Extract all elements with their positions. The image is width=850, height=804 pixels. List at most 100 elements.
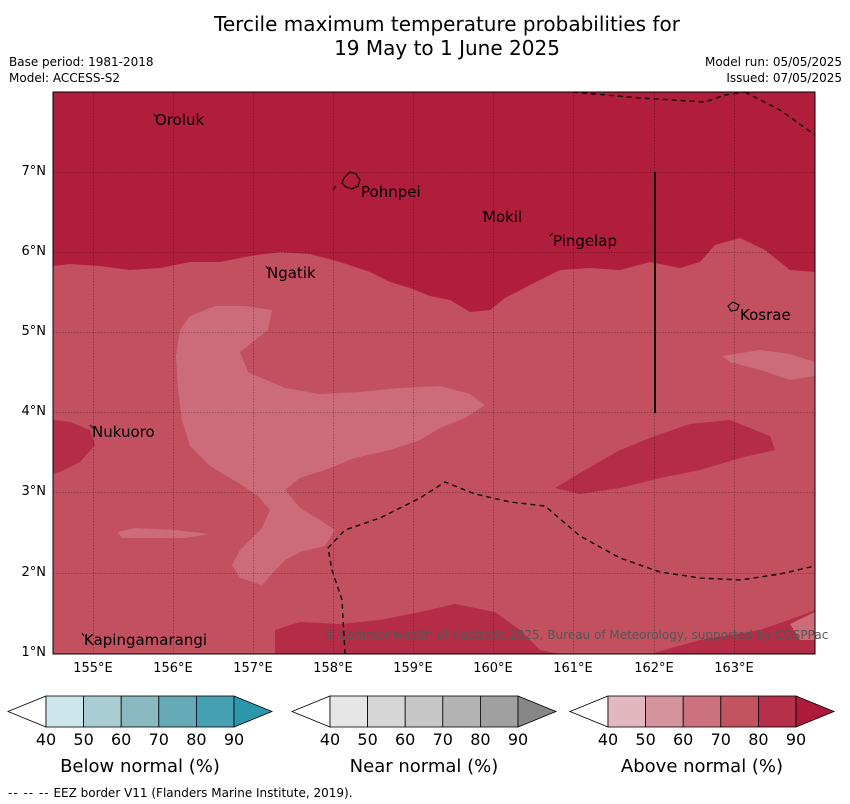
colorbar-near-segment xyxy=(442,695,481,728)
colorbar-above-tick: 70 xyxy=(710,730,731,749)
colorbar-below-segment xyxy=(158,695,197,728)
lat-label-7n: 7°N xyxy=(21,164,47,179)
place-oroluk: Oroluk xyxy=(155,111,205,129)
place-kosrae: Kosrae xyxy=(740,306,791,324)
region-above-80-90-north xyxy=(53,92,815,312)
lat-label-1n: 1°N xyxy=(21,645,47,660)
colorbar-below-segment xyxy=(45,695,84,728)
lat-label-6n: 6°N xyxy=(21,244,47,259)
base-period: Base period: 1981-2018 xyxy=(9,55,154,69)
place-pingelap: Pingelap xyxy=(553,232,618,250)
kapingamarangi-atoll xyxy=(81,632,85,637)
colorbar-above-segment xyxy=(607,695,646,728)
region-above-80-90-south xyxy=(275,604,560,654)
islands xyxy=(81,113,740,637)
region-above-80-90-west xyxy=(53,420,95,474)
lon-label-159e: 159°E xyxy=(393,661,433,676)
region-above-60-70-center xyxy=(176,306,485,585)
chart-title: Tercile maximum temperature probabilitie… xyxy=(0,12,850,60)
colorbar-below-max-triangle xyxy=(233,695,274,728)
colorbar-title-above: Above normal (%) xyxy=(620,756,784,777)
colorbar-above-tick: 40 xyxy=(597,730,619,749)
region-above-80-90-southeast xyxy=(650,610,815,654)
colorbar-near-segment xyxy=(479,695,519,728)
issued-date: Issued: 07/05/2025 xyxy=(726,71,842,85)
colorbar-near-segment xyxy=(367,695,406,728)
colorbar-below-tick: 80 xyxy=(186,730,207,749)
colorbar-above-tick: 60 xyxy=(673,730,694,749)
colorbar-above-segment xyxy=(682,695,722,728)
colorbar-above-segment xyxy=(645,695,684,728)
footer-dashes: -- -- -- xyxy=(8,786,50,800)
place-nukuoro: Nukuoro xyxy=(92,423,155,441)
colorbar-near-tick: 40 xyxy=(319,730,341,749)
lon-label-160e: 160°E xyxy=(473,661,513,676)
title-line-2: 19 May to 1 June 2025 xyxy=(334,36,560,60)
lon-label-161e: 161°E xyxy=(553,661,593,676)
ngatik-atoll xyxy=(265,265,269,270)
place-pohnpei: Pohnpei xyxy=(361,183,421,201)
pohnpei-island xyxy=(341,171,361,190)
colorbar-above-tick: 50 xyxy=(635,730,656,749)
lon-label-162e: 162°E xyxy=(634,661,674,676)
colorbar-below-segment xyxy=(120,695,160,728)
place-kapingamarangi: Kapingamarangi xyxy=(84,631,208,649)
map-frame xyxy=(52,91,816,655)
colorbar-near-tick: 90 xyxy=(507,730,529,749)
colorbar-near-tick: 70 xyxy=(432,730,453,749)
colorbar-above-tick: 90 xyxy=(785,730,807,749)
colorbar-above-tick: 80 xyxy=(748,730,769,749)
kosrae-island xyxy=(727,301,740,312)
lat-label-4n: 4°N xyxy=(21,404,47,419)
lon-label-163e: 163°E xyxy=(714,661,754,676)
colorbar-near-tick: 80 xyxy=(470,730,491,749)
colorbars xyxy=(6,695,836,728)
oroluk-atoll xyxy=(153,113,157,118)
graticule xyxy=(53,92,815,654)
pohnpei-islet xyxy=(332,185,337,191)
colorbar-title-below: Below normal (%) xyxy=(60,756,220,777)
mokil-atoll xyxy=(482,210,486,215)
pingelap-atoll xyxy=(549,232,554,237)
colorbar-below-tick: 40 xyxy=(35,730,57,749)
lon-label-157e: 157°E xyxy=(233,661,273,676)
colorbar-below-tick: 70 xyxy=(148,730,169,749)
copyright-credit: © Commonwealth of Australia 2025, Bureau… xyxy=(323,628,829,642)
title-line-1: Tercile maximum temperature probabilitie… xyxy=(214,12,680,36)
colorbar-below-segment xyxy=(195,695,235,728)
place-mokil: Mokil xyxy=(483,208,523,226)
colorbar-below-tick: 60 xyxy=(111,730,132,749)
colorbar-near-segment xyxy=(329,695,368,728)
meta-left: Base period: 1981-2018 Model: ACCESS-S2 xyxy=(9,54,154,86)
colorbar-near-tick: 60 xyxy=(395,730,416,749)
region-above-60-70-east xyxy=(722,350,815,380)
lat-label-5n: 5°N xyxy=(21,324,47,339)
lat-label-2n: 2°N xyxy=(21,565,47,580)
meta-right: Model run: 05/05/2025 Issued: 07/05/2025 xyxy=(705,54,842,86)
colorbar-above-segment xyxy=(720,695,759,728)
colorbar-below-tick: 90 xyxy=(223,730,245,749)
colorbar-below-min-triangle xyxy=(6,695,47,728)
colorbar-title-near: Near normal (%) xyxy=(349,756,499,777)
footer-text: EEZ border V11 (Flanders Marine Institut… xyxy=(53,786,353,800)
place-ngatik: Ngatik xyxy=(267,264,316,282)
region-above-60-70-west xyxy=(118,528,210,538)
colorbar-near-max-triangle xyxy=(517,695,558,728)
colorbar-near-tick: 50 xyxy=(357,730,378,749)
colorbar-below-segment xyxy=(83,695,122,728)
region-above-80-90-east xyxy=(555,420,775,494)
colorbar-below-tick: 50 xyxy=(73,730,94,749)
lon-label-158e: 158°E xyxy=(313,661,353,676)
colorbar-near-segment xyxy=(404,695,444,728)
model-run: Model run: 05/05/2025 xyxy=(704,55,842,69)
lon-label-156e: 156°E xyxy=(153,661,193,676)
region-above-60-70-southeast xyxy=(790,612,815,640)
nukuoro-atoll xyxy=(89,424,94,429)
lat-label-3n: 3°N xyxy=(21,484,47,499)
eez-footer-note: -- -- -- EEZ border V11 (Flanders Marine… xyxy=(8,786,353,800)
colorbar-near-min-triangle xyxy=(290,695,331,728)
eez-borders xyxy=(327,92,815,654)
colorbar-above-max-triangle xyxy=(795,695,836,728)
model-name: Model: ACCESS-S2 xyxy=(9,71,121,85)
